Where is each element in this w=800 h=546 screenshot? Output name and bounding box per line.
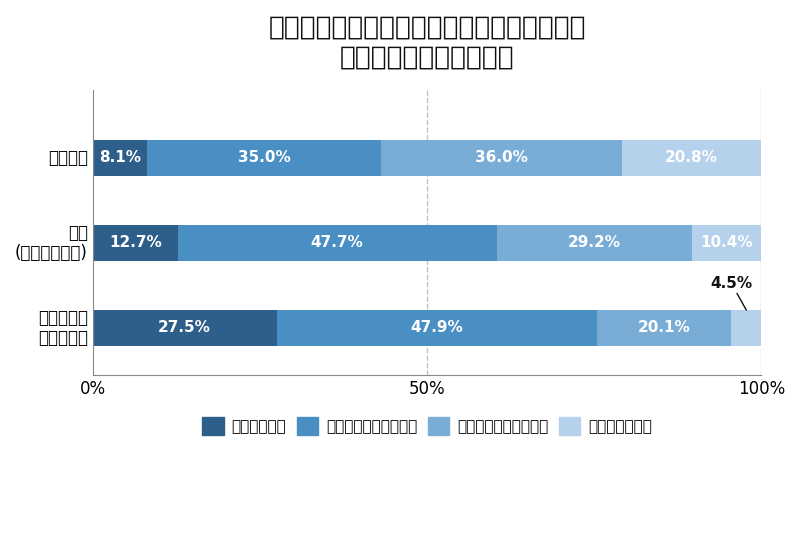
Text: 10.4%: 10.4%: [700, 235, 753, 251]
Title: 【勤務先別】主たる勤務先の働き方改革への
取り組みに対する満足度: 【勤務先別】主たる勤務先の働き方改革への 取り組みに対する満足度: [268, 15, 586, 71]
Text: 4.5%: 4.5%: [710, 276, 752, 310]
Bar: [381, 140, 622, 176]
Bar: [277, 310, 597, 346]
Text: 20.1%: 20.1%: [638, 321, 690, 335]
Bar: [497, 225, 692, 261]
Bar: [622, 140, 761, 176]
Text: 36.0%: 36.0%: [475, 151, 528, 165]
Bar: [93, 310, 277, 346]
Text: 27.5%: 27.5%: [158, 321, 211, 335]
Bar: [731, 310, 762, 346]
Legend: 満足している, おおむね満足している, あまり満足していない, 満足していない: 満足している, おおむね満足している, あまり満足していない, 満足していない: [196, 411, 658, 441]
Text: 20.8%: 20.8%: [665, 151, 718, 165]
Text: 8.1%: 8.1%: [99, 151, 141, 165]
Bar: [147, 140, 381, 176]
Text: 12.7%: 12.7%: [109, 235, 162, 251]
Text: 29.2%: 29.2%: [568, 235, 621, 251]
Text: 47.7%: 47.7%: [310, 235, 363, 251]
Text: 47.9%: 47.9%: [410, 321, 463, 335]
Bar: [597, 310, 731, 346]
Bar: [178, 225, 497, 261]
Bar: [93, 225, 178, 261]
Bar: [692, 225, 762, 261]
Text: 35.0%: 35.0%: [238, 151, 290, 165]
Bar: [93, 140, 147, 176]
